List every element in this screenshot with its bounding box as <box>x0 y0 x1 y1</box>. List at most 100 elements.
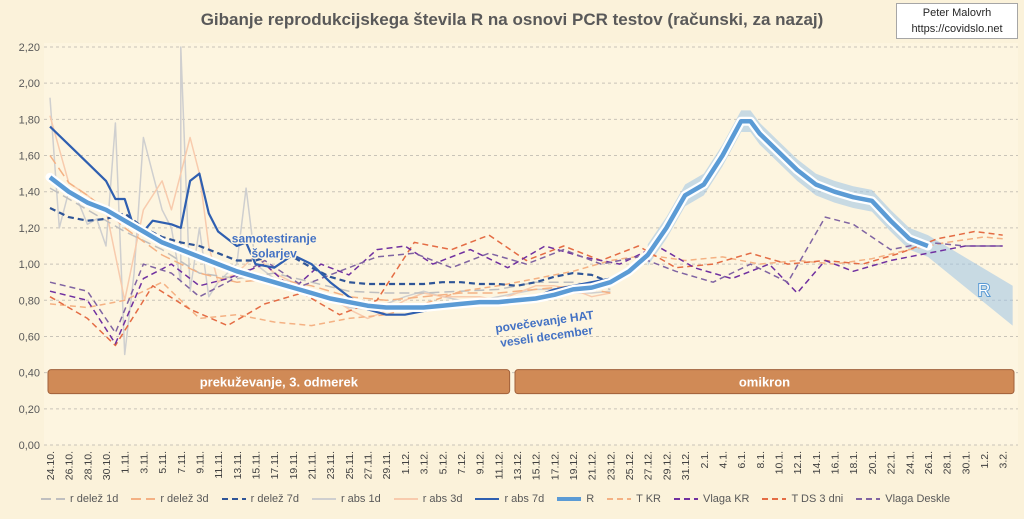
x-tick-label: 26.1. <box>923 451 935 474</box>
x-tick-label: 9.12. <box>475 451 487 474</box>
x-tick-label: 7.11. <box>176 451 188 474</box>
band <box>514 369 1015 395</box>
x-tick-label: 25.11. <box>344 451 356 479</box>
annotation-line: šolarjev <box>251 246 297 260</box>
annotation: samotestiranje šolarjev <box>232 231 317 260</box>
y-tick-label: 1,80 <box>19 114 40 126</box>
x-tick-label: 26.10. <box>64 451 76 480</box>
x-tick-label: 13.12. <box>512 451 524 480</box>
legend-swatch <box>221 498 246 500</box>
legend-item[interactable]: r delež 7d <box>221 493 299 505</box>
x-tick-label: 11.12. <box>493 451 505 479</box>
legend-label: T KR <box>636 493 661 505</box>
x-tick-label: 18.1. <box>848 451 860 474</box>
legend-item[interactable]: r abs 3d <box>393 493 463 505</box>
legend-item[interactable]: Vlaga KR <box>673 493 749 505</box>
legend-swatch <box>393 498 418 500</box>
legend-item[interactable]: r delež 3d <box>130 493 209 505</box>
x-tick-label: 3.2. <box>998 451 1010 469</box>
x-tick-label: 29.11. <box>381 451 393 479</box>
x-tick-label: 28.1. <box>942 451 954 474</box>
x-tick-label: 31.12. <box>680 451 692 480</box>
band-label: prekuževanje, 3. odmerek <box>200 375 359 390</box>
y-tick-label: 0,60 <box>19 331 40 343</box>
x-tick-label: 14.1. <box>811 451 823 474</box>
legend-swatch <box>674 498 698 500</box>
legend-swatch <box>41 498 65 500</box>
legend-label: r delež 3d <box>160 493 209 505</box>
x-tick-label: 20.1. <box>867 451 879 474</box>
x-tick-label: 1.11. <box>120 451 132 474</box>
legend-label: r abs 3d <box>422 493 463 505</box>
x-tick-label: 11.11. <box>213 451 225 479</box>
credit-box: Peter Malovrh https://covidslo.net <box>896 3 1018 39</box>
x-tick-label: 17.12. <box>549 451 561 480</box>
x-tick-label: 30.10. <box>101 451 113 480</box>
legend-item[interactable]: R <box>556 493 594 505</box>
x-tick-label: 17.11. <box>269 451 281 479</box>
x-tick-label: 15.12. <box>531 451 543 480</box>
annotation-line: samotestiranje <box>232 231 317 245</box>
y-tick-label: 1,40 <box>19 187 40 199</box>
legend-swatch <box>607 498 632 500</box>
x-tick-label: 25.12. <box>624 451 636 480</box>
x-tick-label: 8.1. <box>755 451 767 469</box>
x-tick-label: 10.1. <box>774 451 786 474</box>
legend-item[interactable]: Vlaga Deskle <box>855 493 950 505</box>
x-tick-label: 15.11. <box>250 451 262 479</box>
legend-item[interactable]: T DS 3 dni <box>761 493 843 505</box>
x-tick-label: 5.11. <box>157 451 169 474</box>
x-tick-label: 24.10. <box>45 451 57 480</box>
x-tick-label: 29.12. <box>661 451 673 480</box>
x-tick-label: 1.12. <box>400 451 412 474</box>
x-tick-label: 3.12. <box>419 451 431 474</box>
x-tick-label: 21.12. <box>587 451 599 480</box>
series-line-vlaga-deskle <box>49 216 1003 334</box>
legend-label: r delež 1d <box>70 493 119 505</box>
band <box>47 369 511 395</box>
legend-item[interactable]: r abs 7d <box>474 493 544 505</box>
legend-label: r abs 7d <box>504 493 545 505</box>
legend-swatch <box>856 498 881 500</box>
legend-item[interactable]: r abs 1d <box>311 493 381 505</box>
x-tick-label: 19.11. <box>288 451 300 479</box>
y-tick-label: 0,80 <box>19 295 40 307</box>
x-tick-label: 28.10. <box>82 451 94 480</box>
x-tick-label: 23.11. <box>325 451 337 479</box>
band-label: omikron <box>739 375 790 390</box>
y-tick-label: 0,40 <box>19 368 40 380</box>
x-tick-label: 7.12. <box>456 451 468 474</box>
x-tick-label: 27.12. <box>643 451 655 480</box>
legend-label: Vlaga Deskle <box>885 493 951 505</box>
x-tick-label: 5.12. <box>437 451 449 474</box>
x-tick-label: 1.2. <box>979 451 991 469</box>
legend-swatch <box>475 498 500 500</box>
x-tick-label: 22.1. <box>886 451 898 474</box>
series-line-t-kr <box>49 236 1003 327</box>
annotation-r: R <box>977 281 990 301</box>
series-line-t-ds-3-dni <box>49 230 1003 347</box>
y-tick-label: 0,20 <box>19 404 40 416</box>
legend-swatch <box>762 498 787 500</box>
y-tick-label: 1,20 <box>19 223 40 235</box>
legend-label: R <box>586 493 595 505</box>
legend-swatch <box>311 498 336 500</box>
legend: r delež 1d r delež 3d r delež 7d r abs 1d r … <box>40 488 1020 510</box>
x-tick-label: 3.11. <box>138 451 150 474</box>
legend-item[interactable]: r delež 1d <box>40 493 118 505</box>
y-tick-label: 1,00 <box>19 259 40 271</box>
y-tick-label: 0,00 <box>19 440 40 452</box>
credit-url: https://covidslo.net <box>911 23 1003 35</box>
legend-item[interactable]: T KR <box>606 493 661 505</box>
x-tick-label: 23.12. <box>605 451 617 480</box>
legend-swatch <box>557 497 582 501</box>
x-tick-label: 24.1. <box>904 451 916 474</box>
x-tick-label: 21.11. <box>307 451 319 479</box>
x-tick-label: 4.1. <box>717 451 729 469</box>
legend-swatch <box>131 498 156 500</box>
y-tick-label: 1,60 <box>19 151 40 163</box>
x-tick-label: 27.11. <box>363 451 375 479</box>
x-tick-label: 2.1. <box>699 451 711 469</box>
series-line-r <box>48 118 929 310</box>
